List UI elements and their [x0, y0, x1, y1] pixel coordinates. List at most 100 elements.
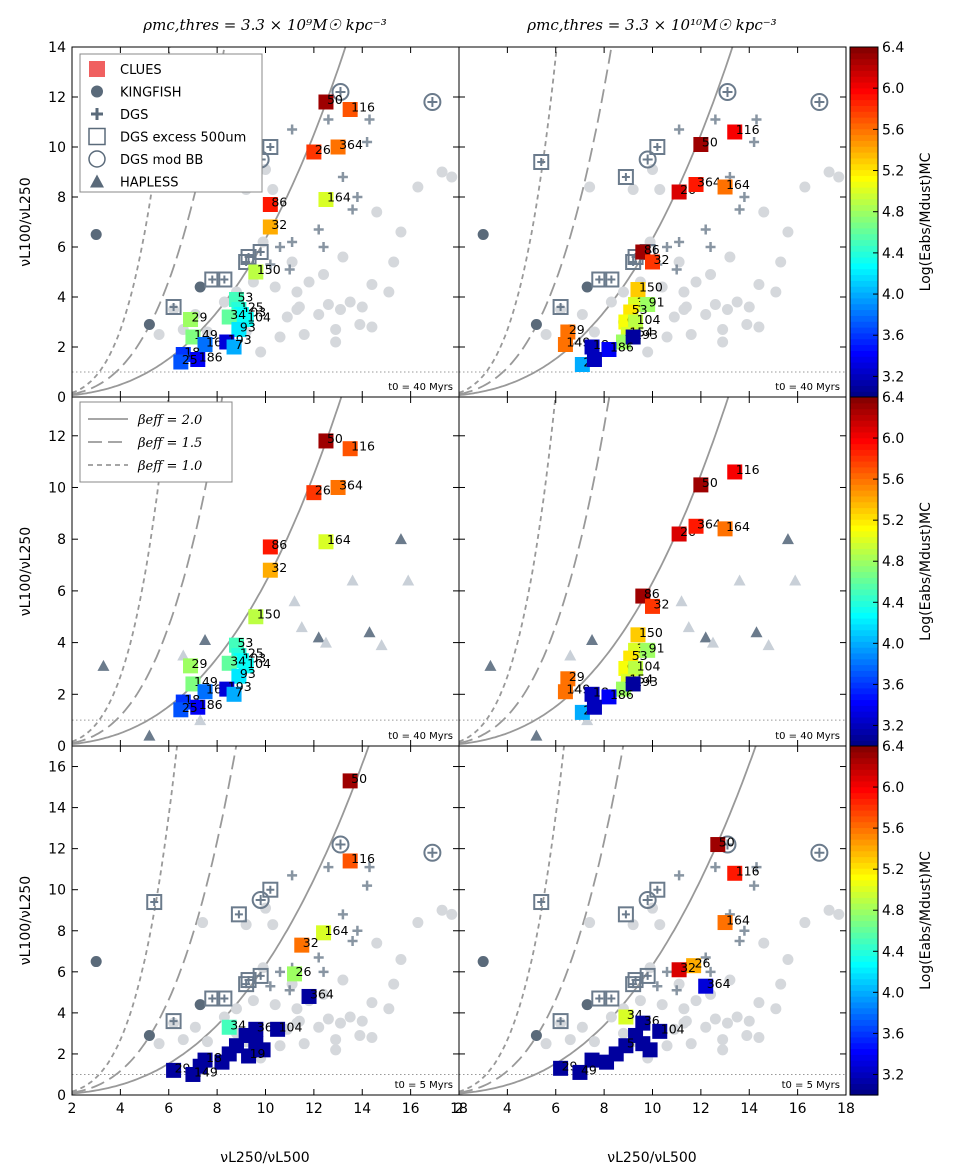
- dgs-point: [671, 264, 682, 275]
- dgs-modbb-point: [423, 843, 442, 862]
- clues-point: [185, 329, 201, 345]
- clues-point: [221, 1019, 237, 1035]
- dgs-excess-point: [204, 990, 221, 1007]
- y-tick-label: 4: [57, 1006, 66, 1022]
- kingfish-point: [673, 978, 685, 990]
- clues-label: 32: [654, 596, 670, 611]
- dgs-modbb-cross: [814, 97, 825, 107]
- dgs-modbb-point: [331, 83, 350, 101]
- dgs-point: [287, 124, 298, 135]
- hapless-point: [295, 621, 308, 633]
- dgs-excess-cross: [595, 275, 604, 284]
- colorbar-segment: [850, 961, 878, 968]
- kingfish-point: [334, 1017, 346, 1029]
- hapless-point: [750, 626, 763, 638]
- clues-point: [173, 702, 189, 718]
- clues-point: [717, 179, 733, 195]
- clues-label: 86: [271, 537, 287, 552]
- legend-label: βeff = 2.0: [137, 413, 202, 428]
- beta-2.0-curve: [459, 47, 734, 397]
- clues-point: [318, 534, 334, 550]
- clues-label: 364: [339, 477, 363, 492]
- clues-label: 5: [627, 1036, 635, 1051]
- beta-1.5-curve: [459, 397, 611, 744]
- kingfish-point: [564, 1034, 576, 1046]
- clues-label: 164: [726, 519, 750, 534]
- dgs-modbb-cross: [335, 87, 346, 97]
- kingfish-point: [799, 181, 811, 193]
- y-axis-label: νL100/νL250: [18, 527, 34, 616]
- dgs-point: [313, 952, 324, 963]
- clues-label: 91: [649, 295, 665, 310]
- colorbar-segment: [850, 70, 878, 77]
- dgs-excess-point: [240, 249, 257, 265]
- hapless-point: [199, 634, 212, 646]
- dgs-excess-point: [617, 169, 634, 185]
- colorbar-segment: [850, 1060, 878, 1067]
- kingfish-point-dark: [581, 281, 593, 293]
- colorbar-segment: [850, 274, 878, 281]
- colorbar-segment: [850, 844, 878, 852]
- colorbar-segment: [850, 455, 878, 462]
- clues-label: 186: [610, 687, 634, 702]
- dgs-modbb-cross: [255, 894, 266, 905]
- kingfish-point: [743, 1015, 755, 1027]
- colorbar-segment: [850, 1031, 878, 1038]
- kingfish-point: [291, 1003, 303, 1015]
- time-annotation: t0 = 40 Myrs: [388, 731, 453, 742]
- clues-label: 50: [327, 431, 343, 446]
- colorbar-segment: [850, 687, 878, 695]
- dgs-excess-point: [649, 139, 666, 155]
- dgs-excess-cross: [537, 158, 546, 166]
- clues-point: [640, 297, 656, 312]
- clues-label: 32: [303, 935, 319, 950]
- clues-point: [645, 254, 660, 270]
- kingfish-point: [330, 1044, 342, 1056]
- colorbar-segment: [850, 402, 878, 410]
- clues-point: [318, 192, 334, 207]
- legend-curves: βeff = 2.0 βeff = 1.5 βeff = 1.0: [79, 401, 233, 483]
- colorbar-segment: [850, 897, 878, 904]
- dgs-point: [287, 870, 298, 881]
- beta-2.0-curve: [72, 746, 370, 1095]
- dgs-excess-point: [533, 154, 550, 170]
- y-tick-label: 16: [48, 760, 66, 776]
- dgs-point: [700, 952, 711, 963]
- clues-point: [599, 1054, 615, 1070]
- colorbar-segment: [850, 652, 878, 660]
- kingfish-point: [267, 184, 279, 195]
- dgs-excess-cross: [220, 994, 229, 1003]
- colorbar-segment: [850, 146, 878, 153]
- colorbar-segment: [850, 734, 878, 741]
- clues-square-icon: [89, 61, 105, 77]
- dgs-point: [265, 259, 276, 270]
- colorbar-segment: [850, 530, 878, 538]
- hapless-point: [312, 631, 325, 643]
- dgs-excess-point: [146, 894, 163, 911]
- colorbar-segment: [850, 169, 878, 176]
- kingfish-point: [770, 1003, 782, 1015]
- beta-1.5-curve: [72, 397, 224, 744]
- clues-point: [635, 1015, 651, 1031]
- colorbar-segment: [850, 1019, 878, 1026]
- colorbar-segment: [850, 914, 878, 922]
- kingfish-point: [654, 919, 666, 931]
- colorbar-segment: [850, 827, 878, 834]
- colorbar-segment: [850, 879, 878, 887]
- kingfish-point: [644, 962, 656, 974]
- clues-point: [306, 144, 322, 160]
- kingfish-point: [668, 311, 680, 323]
- colorbar-tick-label: 5.6: [882, 472, 904, 488]
- colorbar-segment: [850, 1065, 878, 1073]
- beta-1.0-curve: [459, 47, 558, 394]
- clues-label: 50: [351, 771, 367, 786]
- colorbar-segment: [850, 460, 878, 468]
- kingfish-point: [634, 995, 646, 1007]
- dgs-excess-cross: [629, 258, 638, 266]
- legend-box: [79, 53, 263, 193]
- clues-point: [166, 1062, 182, 1078]
- kingfish-point: [274, 331, 286, 343]
- dgs-point: [337, 172, 348, 182]
- kingfish-point: [627, 184, 639, 195]
- clues-label: 116: [736, 863, 760, 878]
